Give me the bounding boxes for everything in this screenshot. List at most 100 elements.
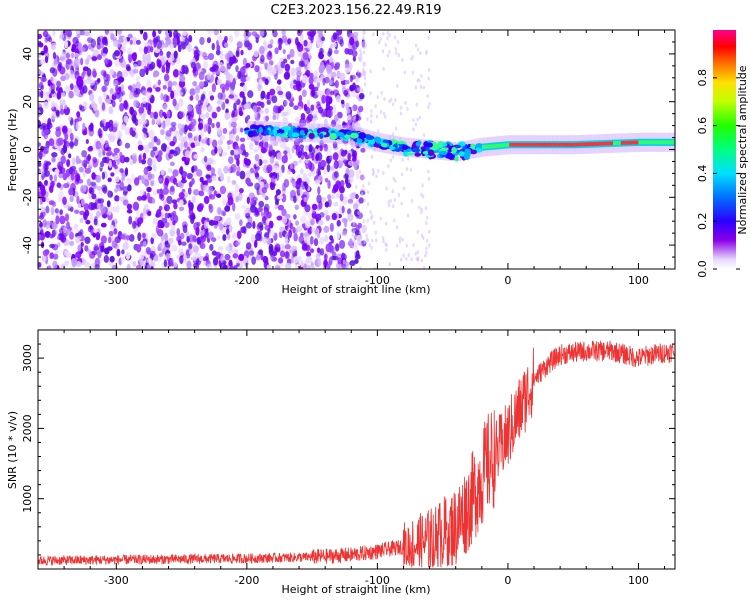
heatmap-cell (302, 75, 308, 83)
heatmap-cell (315, 180, 321, 185)
heatmap-cell (535, 143, 537, 147)
heatmap-cell (239, 188, 244, 193)
heatmap-cell (417, 256, 419, 260)
heatmap-cell (363, 50, 365, 54)
heatmap-cell (382, 236, 384, 240)
heatmap-cell (253, 105, 258, 112)
heatmap-cell (133, 261, 137, 267)
heatmap-cell (48, 265, 52, 271)
heatmap-cell (426, 142, 433, 147)
heatmap-cell (102, 150, 105, 156)
heatmap-cell (407, 152, 414, 155)
heatmap-cell (262, 159, 267, 163)
heatmap-cell (164, 233, 168, 242)
heatmap-cell (68, 91, 74, 99)
heatmap-cell (305, 244, 310, 251)
heatmap-cell (371, 155, 373, 159)
heatmap-cell (352, 150, 357, 158)
heatmap-cell (63, 183, 69, 188)
heatmap-cell (101, 223, 107, 228)
heatmap-cell (44, 170, 50, 177)
heatmap-cell (270, 39, 274, 45)
heatmap-cell (231, 180, 236, 185)
heatmap-cell (355, 185, 357, 189)
heatmap-cell (560, 143, 562, 147)
heatmap-cell (292, 146, 295, 153)
heatmap-cell (166, 110, 170, 118)
heatmap-cell (69, 196, 73, 202)
heatmap-cell (295, 67, 301, 72)
heatmap-cell (179, 75, 185, 82)
heatmap-cell (386, 36, 388, 40)
heatmap-cell (110, 172, 114, 176)
heatmap-cell (51, 45, 56, 50)
heatmap-cell (298, 159, 302, 164)
heatmap-cell (668, 140, 670, 144)
heatmap-cell (244, 157, 248, 164)
heatmap-cell (293, 84, 298, 90)
heatmap-cell (128, 216, 132, 225)
heatmap-cell (119, 168, 123, 173)
heatmap-cell (157, 229, 163, 237)
heatmap-cell (121, 257, 125, 264)
heatmap-cell (56, 182, 61, 188)
heatmap-cell (377, 95, 379, 99)
heatmap-cell (414, 152, 421, 156)
heatmap-cell (497, 144, 499, 148)
heatmap-cell (158, 60, 162, 69)
heatmap-cell (74, 224, 79, 230)
heatmap-cell (70, 140, 74, 149)
heatmap-cell (369, 243, 371, 247)
heatmap-cell (640, 140, 642, 144)
heatmap-cell (68, 188, 73, 196)
heatmap-cell (597, 142, 599, 146)
colorbar-tick-label: 0.8 (696, 69, 709, 87)
spectrogram-y-axis-label: Frequency (Hz) (6, 109, 19, 192)
heatmap-cell (335, 80, 339, 88)
heatmap-cell (427, 36, 429, 40)
heatmap-cell (198, 203, 204, 209)
heatmap-cell (85, 220, 90, 225)
heatmap-cell (315, 153, 319, 161)
heatmap-cell (372, 172, 374, 176)
heatmap-cell (256, 146, 261, 151)
heatmap-cell (412, 243, 414, 247)
heatmap-cell (360, 174, 365, 180)
heatmap-cell (411, 148, 420, 152)
heatmap-cell (244, 152, 249, 157)
heatmap-cell (407, 213, 409, 217)
heatmap-cell (284, 251, 290, 259)
heatmap-cell (80, 218, 84, 223)
heatmap-cell (345, 80, 350, 85)
heatmap-cell (642, 140, 644, 144)
heatmap-cell (310, 104, 314, 111)
heatmap-cell (84, 31, 90, 36)
heatmap-cell (283, 49, 286, 54)
heatmap-cell (159, 51, 163, 56)
heatmap-cell (306, 256, 312, 264)
heatmap-cell (40, 59, 45, 64)
heatmap-cell (232, 78, 236, 86)
heatmap-cell (98, 96, 103, 104)
heatmap-cell (362, 68, 364, 72)
heatmap-cell (212, 112, 218, 119)
spectrogram-x-axis-label: Height of straight line (km) (281, 283, 430, 296)
heatmap-cell (427, 77, 429, 81)
heatmap-cell (59, 216, 65, 225)
heatmap-cell (54, 169, 59, 175)
heatmap-cell (100, 245, 104, 252)
heatmap-cell (79, 104, 83, 110)
heatmap-cell (591, 142, 593, 146)
heatmap-cell (300, 260, 303, 267)
heatmap-cell (280, 143, 283, 149)
heatmap-cell (359, 48, 361, 52)
heatmap-cell (251, 234, 256, 243)
heatmap-cell (401, 202, 403, 206)
heatmap-cell (85, 168, 91, 174)
heatmap-cell (72, 157, 76, 166)
heatmap-cell (308, 172, 312, 177)
heatmap-cell (277, 195, 283, 200)
heatmap-cell (309, 76, 314, 84)
heatmap-cell (158, 150, 162, 156)
heatmap-cell (217, 35, 222, 42)
